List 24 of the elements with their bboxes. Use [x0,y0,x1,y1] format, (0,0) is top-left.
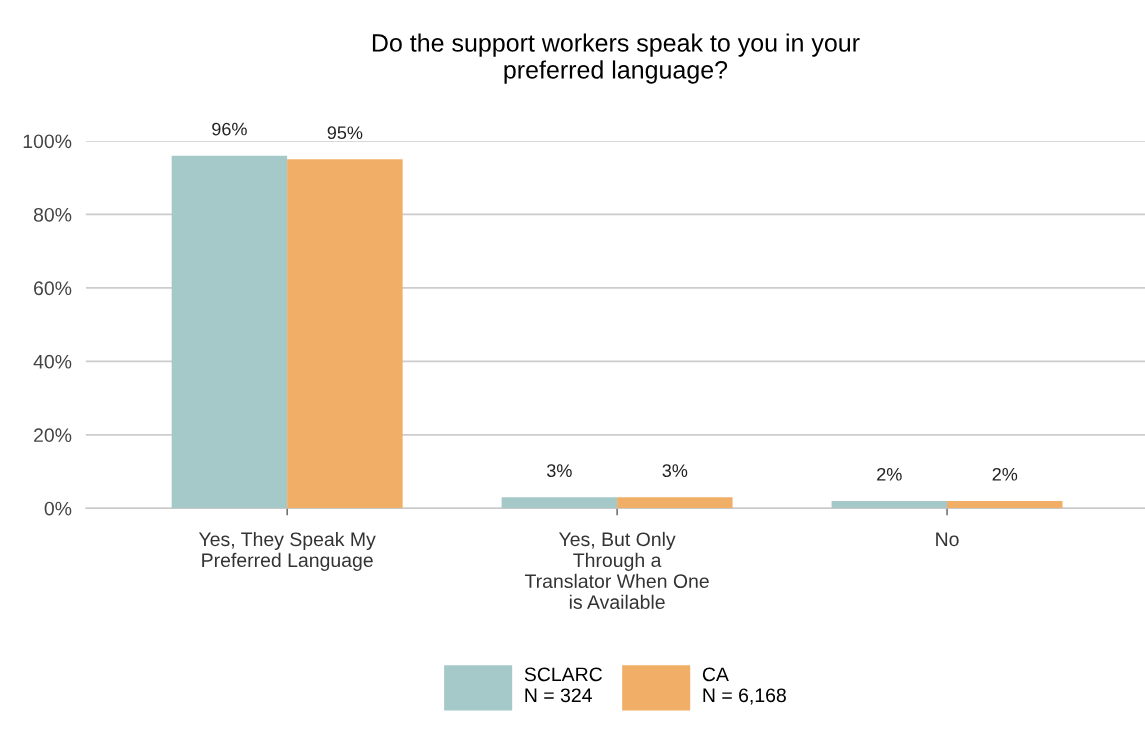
data-label: 3% [546,464,572,478]
y-tick-label: 20% [34,428,72,443]
chart-title: Do the support workers speak to you in your preferred language? [372,33,860,84]
bar [501,497,618,509]
bar [947,500,1063,509]
bar [617,497,733,509]
data-label: 2% [877,467,902,481]
y-tick-label: 100% [23,134,72,149]
bar [171,155,288,509]
data-label: 3% [662,464,688,478]
x-tick-label: Yes, They Speak My Preferred Language [198,531,376,571]
legend-label: CA N = 6,168 [702,667,786,705]
bar [287,159,403,509]
data-label: 96% [212,122,247,136]
y-tick-label: 40% [33,354,72,369]
data-label: 95% [327,126,363,140]
data-label: 2% [992,467,1018,481]
legend-label: SCLARC N = 324 [524,667,602,703]
y-tick-label: 0% [44,501,72,516]
bar [831,500,948,509]
x-tick-label: Yes, But Only Through a Translator When One is Available [524,531,709,609]
y-tick-label: 60% [34,281,72,296]
x-tick-label: No [936,532,959,547]
y-tick-label: 80% [33,207,72,222]
